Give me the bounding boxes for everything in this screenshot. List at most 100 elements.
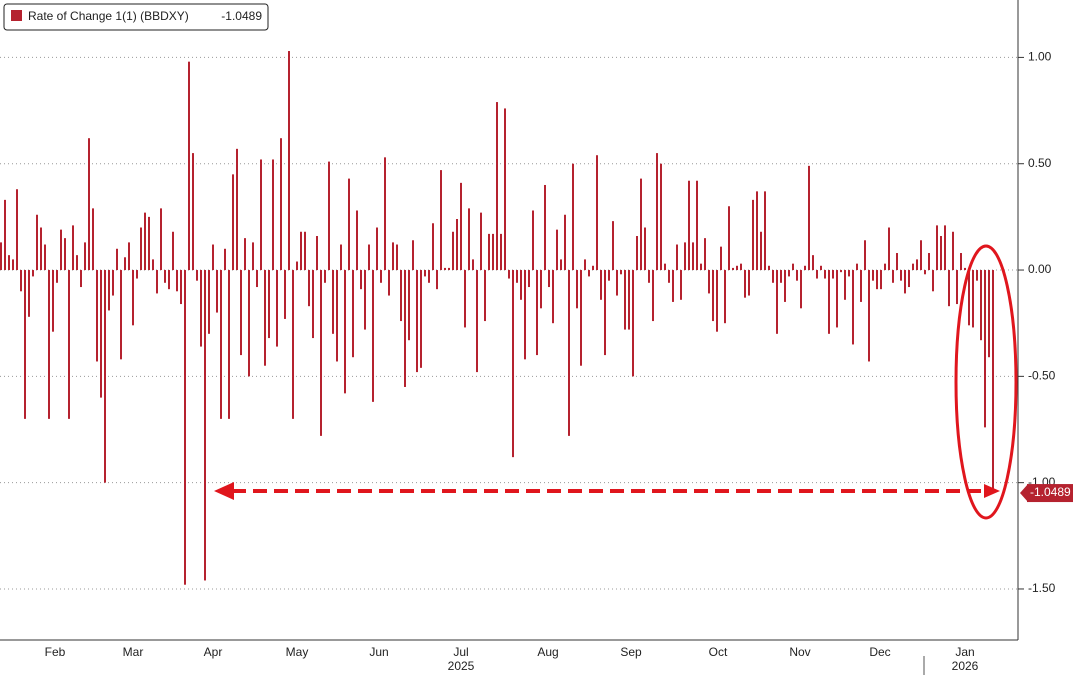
bar (68, 270, 70, 419)
bar (440, 170, 442, 271)
bar (652, 270, 654, 322)
bar (296, 261, 298, 271)
bar (148, 216, 150, 271)
bar (128, 242, 130, 271)
bar (736, 265, 738, 271)
bar (400, 270, 402, 322)
bar (776, 270, 778, 334)
bar (980, 270, 982, 341)
bar (716, 270, 718, 332)
bar (708, 270, 710, 294)
y-tick-label: 1.00 (1028, 50, 1052, 64)
bar (312, 270, 314, 339)
bar (160, 208, 162, 271)
x-tick-label: Dec (869, 645, 890, 659)
bar (704, 238, 706, 271)
bar (236, 148, 238, 271)
bar (696, 180, 698, 271)
bar (972, 270, 974, 328)
x-tick-label: Jul (453, 645, 468, 659)
bar (552, 270, 554, 324)
year-label: 2025 (448, 659, 475, 673)
bar (416, 270, 418, 373)
bar (468, 208, 470, 271)
bar (808, 165, 810, 271)
bar (908, 270, 910, 288)
bar (640, 178, 642, 271)
bar (680, 270, 682, 300)
bar (768, 265, 770, 271)
bar (432, 223, 434, 271)
bar (760, 231, 762, 271)
bar (176, 270, 178, 292)
y-tick-label: 0.00 (1028, 262, 1052, 276)
bar (836, 270, 838, 328)
bar (136, 270, 138, 279)
bar (180, 270, 182, 305)
bar (700, 263, 702, 271)
bar (192, 153, 194, 271)
bar (612, 221, 614, 271)
bar (260, 159, 262, 271)
bar (344, 270, 346, 394)
bar (952, 231, 954, 271)
bar (64, 238, 66, 271)
bar (20, 270, 22, 292)
bar (896, 253, 898, 271)
bar (332, 270, 334, 334)
bar (248, 270, 250, 377)
bar (360, 270, 362, 290)
bar (16, 189, 18, 271)
bar (84, 242, 86, 271)
bar (304, 231, 306, 271)
bar (832, 270, 834, 279)
bar (228, 270, 230, 419)
bar (72, 225, 74, 271)
y-tick-label: 0.50 (1028, 156, 1052, 170)
bar (264, 270, 266, 366)
bar (392, 242, 394, 271)
bar (632, 270, 634, 377)
bar (124, 257, 126, 271)
bar (564, 214, 566, 271)
x-tick-label: Mar (123, 645, 144, 659)
arrow-head (984, 484, 1000, 498)
bar (448, 267, 450, 271)
bar (44, 244, 46, 271)
bar (792, 263, 794, 271)
x-tick-label: Sep (620, 645, 642, 659)
bar (584, 259, 586, 271)
bar (824, 270, 826, 279)
bar (800, 270, 802, 309)
y-tick-label: -1.50 (1028, 581, 1056, 595)
bar (756, 191, 758, 271)
bar (628, 270, 630, 330)
bar (412, 240, 414, 271)
bar (880, 270, 882, 290)
bar (56, 270, 58, 283)
bar (280, 138, 282, 271)
bar (480, 212, 482, 271)
bar (268, 270, 270, 339)
bar (116, 248, 118, 271)
x-tick-label: Aug (537, 645, 558, 659)
bar (424, 270, 426, 277)
bar (204, 270, 206, 581)
bar (604, 270, 606, 356)
bar (748, 270, 750, 296)
bar (508, 270, 510, 279)
legend-box (3, 3, 269, 31)
plot-area (0, 51, 1018, 590)
bar (100, 270, 102, 398)
bar (616, 270, 618, 296)
bar (540, 270, 542, 309)
bar (340, 244, 342, 271)
bar (936, 225, 938, 271)
annotation (214, 244, 1018, 520)
bar (920, 240, 922, 271)
bar (120, 270, 122, 360)
bar (500, 233, 502, 271)
last-value-pointer (1020, 484, 1028, 503)
bar (568, 270, 570, 436)
bar (288, 51, 290, 271)
